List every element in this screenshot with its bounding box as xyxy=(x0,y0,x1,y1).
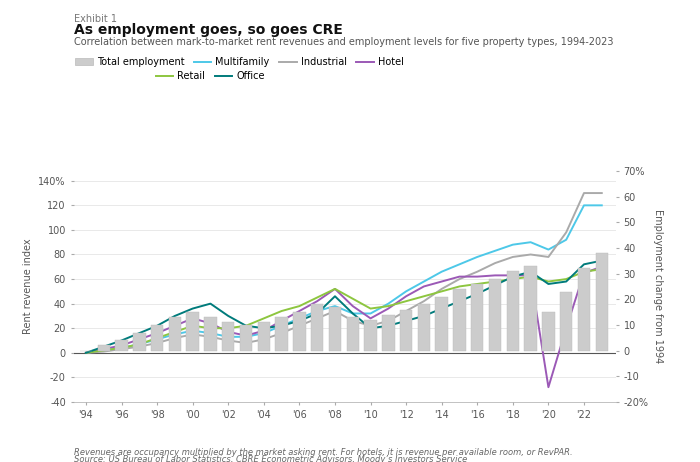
Legend: Total employment, Multifamily, Industrial, Hotel: Total employment, Multifamily, Industria… xyxy=(71,54,407,71)
Bar xyxy=(489,279,501,351)
Bar xyxy=(311,304,323,351)
Bar xyxy=(454,289,466,351)
Bar xyxy=(400,310,412,351)
Bar xyxy=(240,325,252,351)
Bar xyxy=(258,322,270,351)
Bar xyxy=(186,312,199,351)
Bar xyxy=(471,284,484,351)
Bar xyxy=(97,346,110,351)
Bar xyxy=(169,317,181,351)
Bar xyxy=(560,292,573,351)
Bar xyxy=(346,317,359,351)
Bar xyxy=(329,307,341,351)
Bar xyxy=(524,266,537,351)
Bar xyxy=(204,317,217,351)
Text: Exhibit 1: Exhibit 1 xyxy=(74,14,116,24)
Text: Correlation between mark-to-market rent revenues and employment levels for five : Correlation between mark-to-market rent … xyxy=(74,37,613,47)
Text: Source: US Bureau of Labor Statistics, CBRE Econometric Advisors, Moody’s Invest: Source: US Bureau of Labor Statistics, C… xyxy=(74,455,467,462)
Bar xyxy=(578,268,590,351)
Bar xyxy=(418,304,430,351)
Bar xyxy=(507,271,519,351)
Y-axis label: Employment change from 1994: Employment change from 1994 xyxy=(652,209,662,364)
Y-axis label: Rent revenue index: Rent revenue index xyxy=(23,239,33,334)
Bar xyxy=(116,340,128,351)
Bar xyxy=(596,253,608,351)
Bar xyxy=(435,297,448,351)
Bar xyxy=(382,315,395,351)
Bar xyxy=(151,325,163,351)
Bar xyxy=(222,322,235,351)
Bar xyxy=(364,320,377,351)
Legend: Retail, Office: Retail, Office xyxy=(152,67,269,85)
Bar xyxy=(275,317,288,351)
Bar xyxy=(133,333,146,351)
Text: Revenues are occupancy multiplied by the market asking rent. For hotels, it is r: Revenues are occupancy multiplied by the… xyxy=(74,448,572,457)
Bar xyxy=(293,312,306,351)
Text: As employment goes, so goes CRE: As employment goes, so goes CRE xyxy=(74,23,342,37)
Bar xyxy=(542,312,554,351)
